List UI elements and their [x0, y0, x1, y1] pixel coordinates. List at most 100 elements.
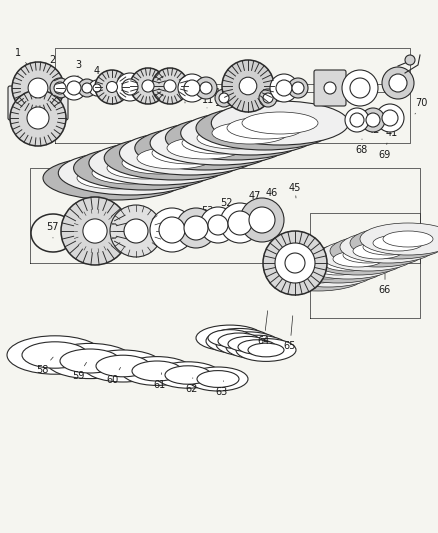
Circle shape	[208, 215, 227, 235]
Text: 10: 10	[178, 89, 191, 103]
Circle shape	[365, 113, 379, 127]
Text: 47: 47	[248, 191, 261, 206]
Ellipse shape	[352, 243, 402, 259]
Ellipse shape	[227, 336, 267, 352]
Circle shape	[360, 108, 384, 132]
Ellipse shape	[332, 251, 382, 267]
Ellipse shape	[43, 156, 187, 200]
Ellipse shape	[46, 343, 134, 378]
Text: 58: 58	[36, 357, 53, 375]
Ellipse shape	[319, 239, 415, 271]
Text: 62: 62	[185, 378, 198, 394]
Circle shape	[184, 216, 208, 240]
Ellipse shape	[247, 343, 283, 357]
Circle shape	[248, 207, 274, 233]
Text: 5: 5	[105, 72, 111, 82]
Ellipse shape	[205, 328, 272, 353]
Circle shape	[163, 80, 176, 92]
Circle shape	[323, 82, 335, 94]
Circle shape	[200, 207, 236, 243]
Circle shape	[130, 68, 166, 104]
Text: 57: 57	[46, 222, 58, 238]
FancyBboxPatch shape	[313, 70, 345, 106]
Text: 8: 8	[159, 85, 166, 95]
Circle shape	[349, 78, 369, 98]
Circle shape	[82, 83, 92, 93]
Text: 54: 54	[178, 213, 191, 231]
Text: 44: 44	[213, 88, 261, 98]
Circle shape	[159, 217, 184, 243]
Ellipse shape	[150, 121, 289, 165]
Ellipse shape	[107, 157, 183, 179]
Text: 4: 4	[94, 66, 100, 82]
Circle shape	[62, 76, 86, 100]
Circle shape	[28, 78, 48, 98]
FancyBboxPatch shape	[8, 86, 68, 120]
Text: 66: 66	[378, 274, 390, 295]
Ellipse shape	[226, 117, 302, 139]
Ellipse shape	[269, 259, 365, 291]
Circle shape	[219, 93, 229, 103]
Text: 60: 60	[106, 367, 120, 385]
Text: 43: 43	[350, 122, 362, 132]
Text: 68: 68	[355, 139, 367, 155]
Ellipse shape	[96, 355, 150, 377]
Circle shape	[404, 55, 414, 65]
Ellipse shape	[349, 227, 438, 259]
Circle shape	[381, 67, 413, 99]
Text: 53: 53	[200, 206, 213, 223]
Circle shape	[283, 252, 305, 274]
Ellipse shape	[299, 247, 395, 279]
Text: 55: 55	[148, 216, 161, 233]
Circle shape	[93, 84, 101, 92]
Circle shape	[284, 253, 304, 273]
Ellipse shape	[195, 106, 333, 150]
Circle shape	[78, 79, 96, 97]
Circle shape	[200, 82, 212, 94]
Circle shape	[124, 219, 148, 243]
Circle shape	[344, 108, 368, 132]
Ellipse shape	[121, 357, 193, 385]
Circle shape	[274, 243, 314, 283]
Ellipse shape	[279, 255, 375, 287]
Circle shape	[12, 62, 64, 114]
Circle shape	[240, 198, 283, 242]
Ellipse shape	[152, 142, 227, 164]
Circle shape	[276, 80, 291, 96]
Ellipse shape	[329, 235, 425, 267]
Text: 59: 59	[72, 362, 86, 381]
Circle shape	[95, 70, 129, 104]
Circle shape	[152, 68, 187, 104]
Ellipse shape	[362, 239, 412, 255]
Ellipse shape	[312, 259, 362, 275]
Ellipse shape	[197, 370, 238, 387]
Ellipse shape	[309, 243, 405, 275]
Ellipse shape	[236, 338, 295, 361]
Ellipse shape	[119, 131, 260, 175]
Ellipse shape	[226, 335, 287, 359]
Ellipse shape	[218, 333, 259, 349]
Circle shape	[150, 208, 194, 252]
Circle shape	[375, 104, 403, 132]
Circle shape	[27, 107, 49, 129]
Circle shape	[262, 93, 272, 103]
Text: 61: 61	[154, 373, 166, 390]
Ellipse shape	[166, 137, 243, 159]
Text: 11: 11	[201, 95, 214, 108]
Ellipse shape	[122, 152, 198, 174]
Text: 64: 64	[257, 311, 269, 346]
Ellipse shape	[359, 223, 438, 255]
Text: 6: 6	[125, 77, 131, 87]
Text: 38: 38	[273, 116, 286, 126]
Text: 12: 12	[214, 98, 227, 111]
Circle shape	[50, 78, 70, 98]
Circle shape	[258, 89, 276, 107]
Text: 1: 1	[15, 48, 36, 76]
Circle shape	[89, 80, 105, 96]
Ellipse shape	[208, 329, 251, 346]
Circle shape	[194, 77, 216, 99]
Circle shape	[222, 60, 273, 112]
Ellipse shape	[180, 111, 318, 155]
Circle shape	[184, 80, 200, 96]
Circle shape	[291, 82, 303, 94]
